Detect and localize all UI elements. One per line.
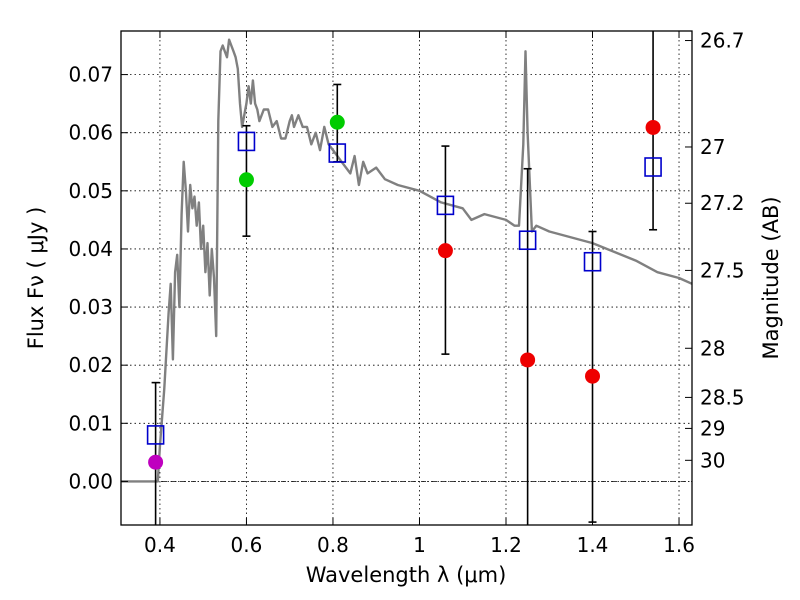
x-axis: 0.4 0.6 0.8 1 1.2 1.4 1.6 xyxy=(144,31,695,557)
model-spectrum-line xyxy=(121,38,692,483)
plot-area xyxy=(121,31,692,525)
x-tick-label: 0.4 xyxy=(144,533,176,557)
observed-flux-point xyxy=(520,352,536,368)
x-tick-label: 0.6 xyxy=(231,533,263,557)
observed-flux-point xyxy=(437,243,453,259)
magnitude-tick-label: 27 xyxy=(700,135,725,159)
model-photometry-square xyxy=(518,230,537,251)
y-tick-label: 0.04 xyxy=(68,237,113,261)
magnitude-tick-label: 27.2 xyxy=(700,191,745,215)
model-photometry-square xyxy=(328,143,347,163)
model-photometry-square xyxy=(146,425,165,445)
observed-flux-point xyxy=(148,454,164,470)
y-tick-label: 0.07 xyxy=(68,63,113,87)
observed-flux-point xyxy=(238,172,254,188)
model-photometry-square xyxy=(436,195,455,216)
y-tick-label: 0.01 xyxy=(68,411,113,435)
observed-flux-point xyxy=(585,368,601,384)
model-photometry-square xyxy=(237,131,256,152)
observed-flux-point xyxy=(645,119,661,135)
magnitude-tick-label: 29 xyxy=(700,416,725,440)
magnitude-axis-label: Magnitude (AB) xyxy=(759,196,783,359)
observed-flux-point xyxy=(329,114,345,130)
x-tick-label: 1.2 xyxy=(490,533,522,557)
y-tick-label: 0.00 xyxy=(68,469,113,493)
x-tick-label: 1.6 xyxy=(663,533,695,557)
model-photometry-square xyxy=(644,157,662,177)
x-axis-label: Wavelength λ (μm) xyxy=(306,563,507,587)
x-tick-label: 1.4 xyxy=(577,533,609,557)
magnitude-tick-label: 28 xyxy=(700,336,725,360)
y-axis: 0.00 0.01 0.02 0.03 0.04 0.05 0.06 0.07 xyxy=(68,63,128,493)
plot-frame xyxy=(120,30,693,526)
magnitude-tick-label: 30 xyxy=(700,448,725,472)
y-tick-label: 0.02 xyxy=(68,353,113,377)
magnitude-tick-label: 28.5 xyxy=(700,385,745,409)
model-photometry-square xyxy=(583,251,602,272)
x-tick-label: 0.8 xyxy=(317,533,349,557)
magnitude-axis: 26.7 27 27.2 27.5 28 28.5 29 30 xyxy=(685,29,745,472)
y-tick-label: 0.05 xyxy=(68,179,113,203)
y-tick-label: 0.06 xyxy=(68,121,113,145)
y-axis-label: Flux Fν ( μJy ) xyxy=(24,207,48,350)
magnitude-tick-label: 27.5 xyxy=(700,258,745,282)
x-tick-label: 1 xyxy=(413,533,426,557)
y-tick-label: 0.03 xyxy=(68,295,113,319)
magnitude-tick-label: 26.7 xyxy=(700,29,745,53)
